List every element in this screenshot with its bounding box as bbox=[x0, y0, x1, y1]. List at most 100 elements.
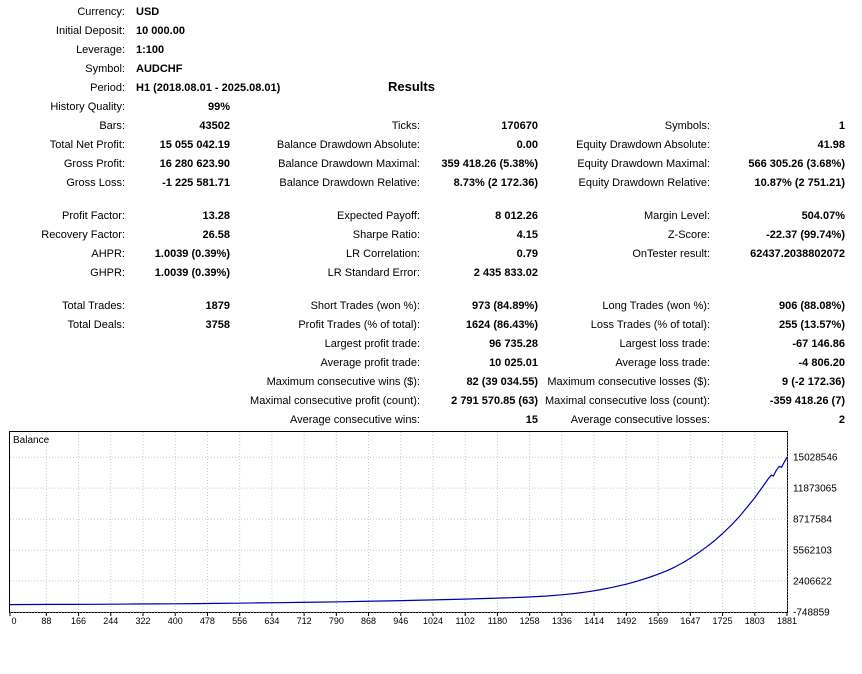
y-axis-label: 5562103 bbox=[793, 546, 832, 557]
stat-row: Period: H1 (2018.08.01 - 2025.08.01) bbox=[0, 79, 862, 98]
stat-value: -22.37 (99.74%) bbox=[766, 229, 845, 241]
stat-label: Largest profit trade: bbox=[324, 338, 420, 350]
stats-table: Currency: USD Initial Deposit: 10 000.00 Lev… bbox=[0, 6, 862, 430]
stat-label: Largest loss trade: bbox=[619, 338, 711, 350]
chart-legend-balance: Balance bbox=[13, 435, 50, 446]
stat-value: H1 (2018.08.01 - 2025.08.01) bbox=[136, 82, 281, 94]
stat-value: 0.00 bbox=[516, 139, 538, 151]
stat-value bbox=[425, 60, 538, 79]
x-axis-label: 322 bbox=[135, 616, 150, 626]
stat-label bbox=[0, 354, 130, 373]
stat-value: -359 418.26 (7) bbox=[769, 395, 845, 407]
stat-label: Leverage: bbox=[76, 44, 125, 56]
stat-value bbox=[130, 392, 230, 411]
stat-row: Bars: 43502 Ticks: 170670 Symbols: 1 bbox=[0, 117, 862, 136]
stat-label: Balance Drawdown Maximal: bbox=[278, 158, 420, 170]
stat-value bbox=[425, 22, 538, 41]
x-axis-label: 400 bbox=[168, 616, 183, 626]
stat-label bbox=[230, 41, 425, 60]
plot-frame bbox=[9, 431, 788, 613]
stat-label: Total Deals: bbox=[67, 319, 125, 331]
stat-label: Maximal consecutive profit (count): bbox=[250, 395, 420, 407]
stat-row: Gross Loss: -1 225 581.71 Balance Drawdown… bbox=[0, 174, 862, 193]
x-axis-label: 868 bbox=[361, 616, 376, 626]
stat-value bbox=[425, 41, 538, 60]
stat-label: Period: bbox=[90, 82, 125, 94]
stat-value: 3758 bbox=[205, 319, 230, 331]
strategy-tester-report: Currency: USD Initial Deposit: 10 000.00 Lev… bbox=[0, 6, 862, 626]
stat-label: Average loss trade: bbox=[615, 357, 710, 369]
y-axis-label: -748859 bbox=[793, 608, 830, 619]
x-axis-label: 1803 bbox=[745, 616, 765, 626]
stat-label: Symbols: bbox=[664, 120, 710, 132]
stat-label: LR Correlation: bbox=[346, 248, 420, 260]
balance-line bbox=[9, 456, 788, 606]
stat-row: History Quality: 99% bbox=[0, 98, 862, 117]
stat-label: Bars: bbox=[99, 120, 125, 132]
stat-value: 359 418.26 (5.38%) bbox=[441, 158, 538, 170]
x-axis-label: 790 bbox=[329, 616, 344, 626]
y-axis-label: 2406622 bbox=[793, 577, 832, 588]
x-axis-label: 88 bbox=[41, 616, 51, 626]
stat-value: 16 280 623.90 bbox=[159, 158, 230, 170]
stat-label bbox=[230, 98, 425, 117]
stat-value: 973 (84.89%) bbox=[471, 300, 538, 312]
y-axis-label: 11873065 bbox=[793, 484, 837, 495]
stat-label bbox=[0, 335, 130, 354]
stat-label: Symbol: bbox=[85, 63, 125, 75]
stat-label: Ticks: bbox=[391, 120, 420, 132]
stat-row: Largest profit trade: 96 735.28 Largest lo… bbox=[0, 335, 862, 354]
x-axis-label: 712 bbox=[297, 616, 312, 626]
stat-value: -67 146.86 bbox=[792, 338, 845, 350]
stat-value: 504.07% bbox=[801, 210, 845, 222]
stat-row: Average consecutive wins: 15 Average conse… bbox=[0, 411, 862, 430]
stat-value: 62437.2038802072 bbox=[750, 248, 845, 260]
stat-value: 13.28 bbox=[202, 210, 230, 222]
stat-value: 8 012.26 bbox=[495, 210, 538, 222]
stat-value: 1879 bbox=[205, 300, 230, 312]
x-axis-label: 946 bbox=[393, 616, 408, 626]
stat-label: Gross Profit: bbox=[63, 158, 125, 170]
spacer-row bbox=[0, 193, 862, 207]
x-axis-label: 1024 bbox=[423, 616, 443, 626]
stat-value: 2 791 570.85 (63) bbox=[451, 395, 538, 407]
x-axis-label: 244 bbox=[103, 616, 118, 626]
stat-row: Recovery Factor: 26.58 Sharpe Ratio: 4.15 Z-… bbox=[0, 226, 862, 245]
x-axis-label: 1881 bbox=[777, 616, 797, 626]
stat-value: -1 225 581.71 bbox=[162, 177, 230, 189]
stat-value bbox=[130, 354, 230, 373]
stat-value bbox=[715, 98, 845, 117]
stat-row: Average profit trade: 10 025.01 Average lo… bbox=[0, 354, 862, 373]
stat-value: 906 (88.08%) bbox=[778, 300, 845, 312]
stat-value bbox=[425, 98, 538, 117]
stat-row: Leverage: 1:100 bbox=[0, 41, 862, 60]
stat-value: 10 025.01 bbox=[489, 357, 538, 369]
stat-value bbox=[715, 41, 845, 60]
stat-value: 255 (13.57%) bbox=[778, 319, 845, 331]
y-axis-label: 8717584 bbox=[793, 515, 832, 526]
stat-label: History Quality: bbox=[50, 101, 125, 113]
stat-value: 566 305.26 (3.68%) bbox=[748, 158, 845, 170]
stat-label bbox=[538, 98, 715, 117]
stat-label: Short Trades (won %): bbox=[310, 300, 420, 312]
stat-row: Total Net Profit: 15 055 042.19 Balance Dr… bbox=[0, 136, 862, 155]
stat-value bbox=[130, 411, 230, 430]
stat-row: Symbol: AUDCHF bbox=[0, 60, 862, 79]
stat-value: 10.87% (2 751.21) bbox=[754, 177, 845, 189]
stat-label: Maximal consecutive loss (count): bbox=[544, 395, 710, 407]
stat-label: Long Trades (won %): bbox=[602, 300, 710, 312]
stat-label: Loss Trades (% of total): bbox=[590, 319, 710, 331]
stat-value: 2 435 833.02 bbox=[473, 267, 538, 279]
stat-value: 41.98 bbox=[817, 139, 845, 151]
stat-value: 96 735.28 bbox=[489, 338, 538, 350]
stat-label: AHPR: bbox=[91, 248, 125, 260]
stat-value bbox=[715, 22, 845, 41]
stat-label bbox=[538, 79, 715, 98]
stat-label: Gross Loss: bbox=[66, 177, 125, 189]
stat-value: -4 806.20 bbox=[798, 357, 845, 369]
stat-row: Profit Factor: 13.28 Expected Payoff: 8 012… bbox=[0, 207, 862, 226]
stat-value bbox=[715, 79, 845, 98]
stat-label: Maximum consecutive losses ($): bbox=[547, 376, 710, 388]
stat-label: Profit Factor: bbox=[62, 210, 125, 222]
stat-value: 1.0039 (0.39%) bbox=[154, 267, 230, 279]
